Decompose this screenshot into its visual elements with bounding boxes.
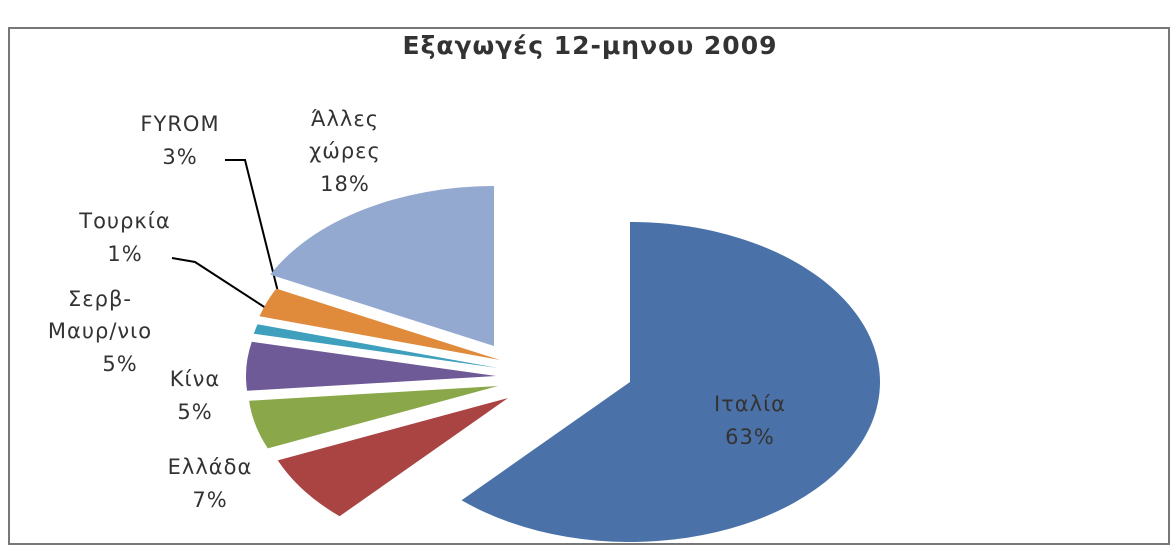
slice-value-label: 1% bbox=[107, 242, 142, 266]
pie-slice bbox=[259, 288, 500, 360]
slice-value-label: 5% bbox=[177, 400, 212, 424]
pie-slice bbox=[270, 186, 494, 346]
slice-label: Σερβ-Μαυρ/νιο bbox=[48, 287, 152, 343]
pie-slice bbox=[249, 386, 498, 449]
slice-value-label: 5% bbox=[102, 352, 137, 376]
leader-line bbox=[225, 159, 279, 293]
slice-label: Ιταλία bbox=[714, 392, 786, 416]
slice-label: FYROM bbox=[140, 112, 219, 136]
slice-value-label: 7% bbox=[192, 488, 227, 512]
pie-slice bbox=[461, 222, 880, 542]
slice-label: Άλλες χώρες bbox=[309, 107, 381, 163]
slice-value-label: 63% bbox=[725, 425, 775, 449]
slice-value-label: 18% bbox=[320, 172, 370, 196]
pie-slice bbox=[277, 398, 508, 517]
chart-title: Εξαγωγές 12-μηνου 2009 bbox=[403, 31, 778, 60]
pie-slice bbox=[253, 324, 498, 368]
pie-slice bbox=[246, 341, 496, 391]
slice-label: Ελλάδα bbox=[168, 455, 253, 479]
leader-line bbox=[171, 257, 273, 313]
slice-label: Κίνα bbox=[170, 367, 220, 391]
slice-label: Τουρκία bbox=[78, 209, 170, 233]
slice-value-label: 3% bbox=[162, 145, 197, 169]
